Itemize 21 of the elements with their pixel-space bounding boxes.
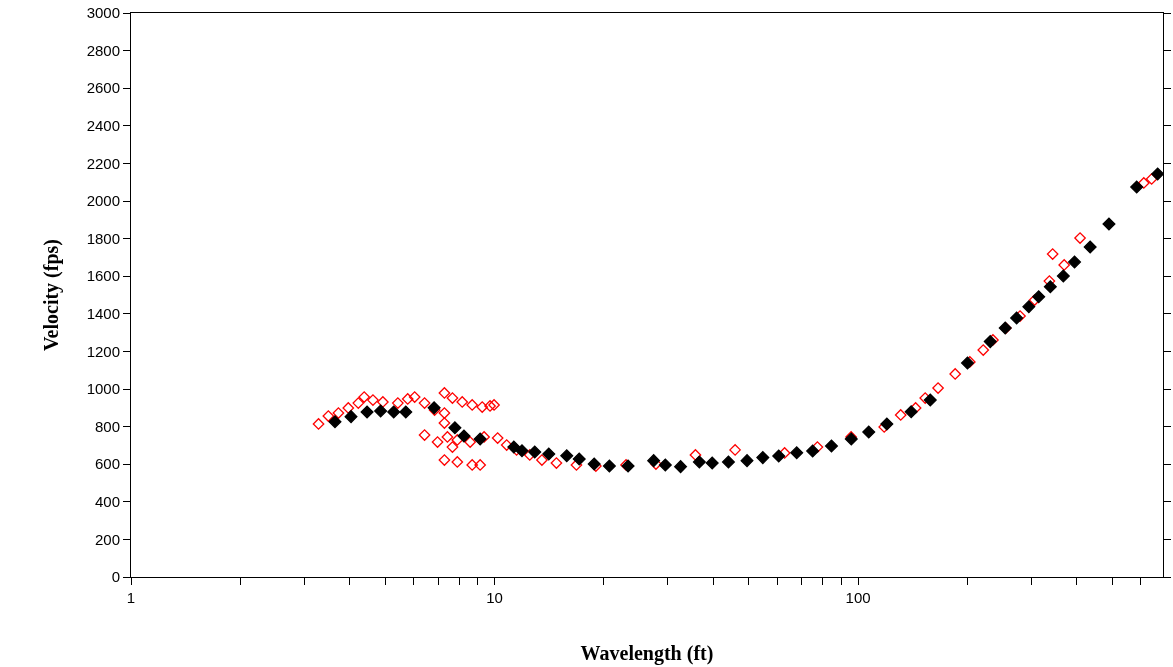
y-tick-label: 800 [94,417,120,435]
x-axis-title: Wavelength (ft) [580,641,714,665]
y-tick-label: 400 [94,493,120,511]
y-tick-label: 600 [94,455,120,473]
y-tick-label: 2200 [86,154,120,172]
y-tick-label: 2400 [86,117,120,135]
y-tick-label: 1800 [86,229,120,247]
y-tick-label: 2600 [86,79,120,97]
x-tick-label: 1 [126,589,136,606]
y-tick-label: 200 [94,530,120,548]
y-tick-label: 0 [111,568,120,586]
y-tick-label: 1000 [86,380,120,398]
x-tick-label: 10 [486,589,503,606]
y-tick-label: 1400 [86,305,120,323]
y-tick-label: 2000 [86,192,120,210]
y-tick-label: 2800 [86,41,120,59]
x-tick-label: 100 [845,589,871,606]
y-axis-title: Velocity (fps) [40,238,64,352]
y-tick-label: 1600 [86,267,120,285]
y-tick-label: 1200 [86,342,120,360]
y-tick-label: 3000 [86,4,120,22]
